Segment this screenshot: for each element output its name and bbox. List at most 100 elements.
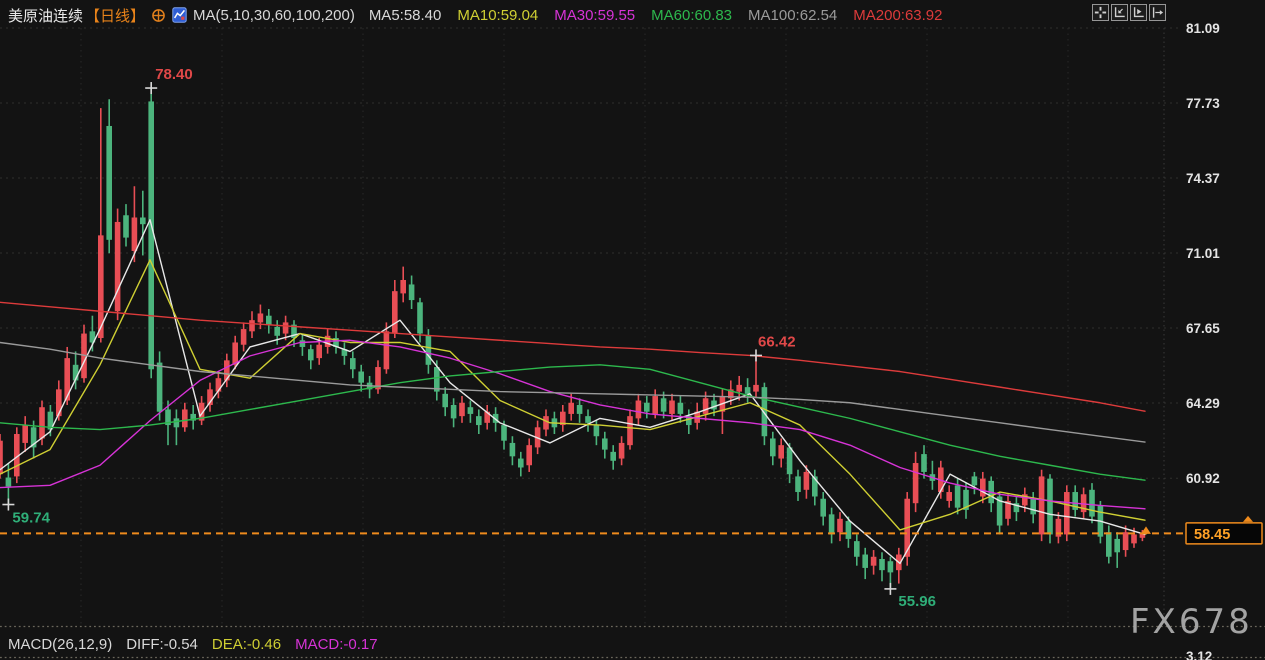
- candle-body: [274, 326, 280, 336]
- ma-line-ma30: [0, 339, 1146, 510]
- candle-body: [912, 463, 919, 504]
- candle-body: [669, 400, 675, 414]
- candle-body: [316, 344, 322, 359]
- axis-playhead-icon[interactable]: [1130, 4, 1147, 21]
- candle-body: [450, 404, 457, 419]
- macd-indicator-row: MACD(26,12,9) DIFF:-0.54 DEA:-0.46 MACD:-0.…: [8, 633, 406, 655]
- last-price-arrow: [1141, 526, 1151, 534]
- price-tick: 64.29: [1186, 396, 1220, 411]
- candle-body: [543, 416, 549, 430]
- chart-toolbar: [1090, 4, 1166, 21]
- price-annotation: 55.96: [898, 593, 936, 610]
- candle-body: [593, 425, 600, 437]
- candle-body: [568, 402, 574, 414]
- candle-body: [652, 396, 658, 414]
- candle-body: [778, 445, 784, 459]
- candle-body: [408, 284, 415, 301]
- candle-body: [610, 451, 616, 461]
- symbol-name: 美原油连续: [8, 7, 84, 25]
- candle-body: [442, 393, 448, 408]
- candle-body: [291, 324, 297, 339]
- price-annotation: 78.40: [155, 66, 193, 83]
- ma-group-label: MA(5,10,30,60,100,200): [193, 6, 355, 24]
- candle-body: [1131, 534, 1137, 544]
- candle-body: [249, 320, 255, 332]
- price-annotation: 66.42: [758, 333, 796, 350]
- candle-body: [803, 471, 810, 490]
- candle-body: [560, 411, 566, 426]
- candle-body: [106, 125, 112, 240]
- candle-body: [996, 496, 1003, 526]
- price-tick: 77.73: [1186, 96, 1220, 111]
- candle-body: [375, 367, 381, 390]
- candle-body: [1038, 476, 1045, 535]
- candle-body: [56, 389, 62, 417]
- candle-body: [954, 485, 961, 508]
- price-tick: 81.09: [1186, 21, 1220, 36]
- kline-chart-icon[interactable]: [172, 7, 187, 23]
- pan-tool-icon[interactable]: [1092, 4, 1109, 21]
- candle-body: [753, 384, 759, 392]
- axis-shift-right-icon[interactable]: [1149, 4, 1166, 21]
- candle-body: [686, 416, 692, 426]
- value-label: MACD:-0.17: [295, 635, 378, 653]
- macd-values: MACD(26,12,9) DIFF:-0.54 DEA:-0.46 MACD:-0.…: [8, 636, 392, 653]
- value-label: MA100:62.54: [748, 6, 838, 24]
- ma-line-ma10: [0, 259, 1146, 531]
- candle-body: [417, 302, 423, 334]
- candle-body: [1080, 494, 1087, 513]
- candle-body: [618, 442, 625, 459]
- ma-line-ma5: [0, 219, 1146, 565]
- value-label: MA5:58.40: [368, 6, 442, 24]
- ma-line-ma200: [0, 301, 1146, 412]
- candle-body: [770, 438, 776, 457]
- candle-body: [845, 521, 852, 539]
- candle-body: [1114, 538, 1120, 553]
- candle-body: [677, 402, 684, 414]
- last-price-label: 58.45: [1194, 527, 1230, 543]
- candle-body: [114, 221, 121, 312]
- candle-body: [1022, 494, 1028, 506]
- candle-body: [1047, 478, 1053, 535]
- candle-body: [509, 442, 516, 457]
- ma-line-ma60: [0, 364, 1146, 481]
- candle-body: [1089, 489, 1095, 517]
- candle-body: [711, 400, 717, 410]
- candle-body: [492, 413, 499, 423]
- price-tick: 71.01: [1186, 246, 1220, 261]
- candle-body: [14, 434, 20, 477]
- crosshair-circle-icon[interactable]: [151, 8, 166, 23]
- price-tick: 60.92: [1186, 471, 1220, 486]
- candle-body: [963, 489, 969, 510]
- candle-body: [854, 541, 860, 557]
- candle-body: [1013, 503, 1020, 513]
- candle-body: [728, 389, 734, 399]
- candle-body: [971, 476, 978, 486]
- candle-body: [182, 409, 188, 428]
- price-box-arrow-icon: [1243, 515, 1253, 522]
- ma-values: MA5:58.40 MA10:59.04 MA30:59.55 MA60:60.83 M…: [369, 7, 959, 24]
- candle-body: [64, 358, 70, 401]
- price-annotation: 59.74: [12, 510, 50, 527]
- candle-body: [736, 384, 742, 392]
- candle-body: [879, 558, 885, 571]
- axis-scale-icon[interactable]: [1111, 4, 1128, 21]
- chart-legend: 美原油连续 【日线】 MA(5,10,30,60,100,200) MA5:58…: [8, 4, 959, 26]
- candle-body: [644, 402, 650, 412]
- price-tick: 67.65: [1186, 321, 1220, 336]
- candle-body: [837, 518, 843, 533]
- candle-body: [1072, 492, 1078, 510]
- candle-body: [467, 407, 474, 414]
- candle-body: [383, 331, 390, 370]
- candle-body: [434, 367, 440, 392]
- value-label: MACD(26,12,9): [8, 635, 113, 653]
- candle-body: [266, 315, 272, 325]
- price-tick: 74.37: [1186, 171, 1220, 186]
- candle-body: [870, 556, 877, 566]
- candle-body: [5, 477, 12, 487]
- candle-body: [576, 404, 583, 414]
- candle-body: [190, 413, 196, 421]
- candle-body: [702, 398, 709, 414]
